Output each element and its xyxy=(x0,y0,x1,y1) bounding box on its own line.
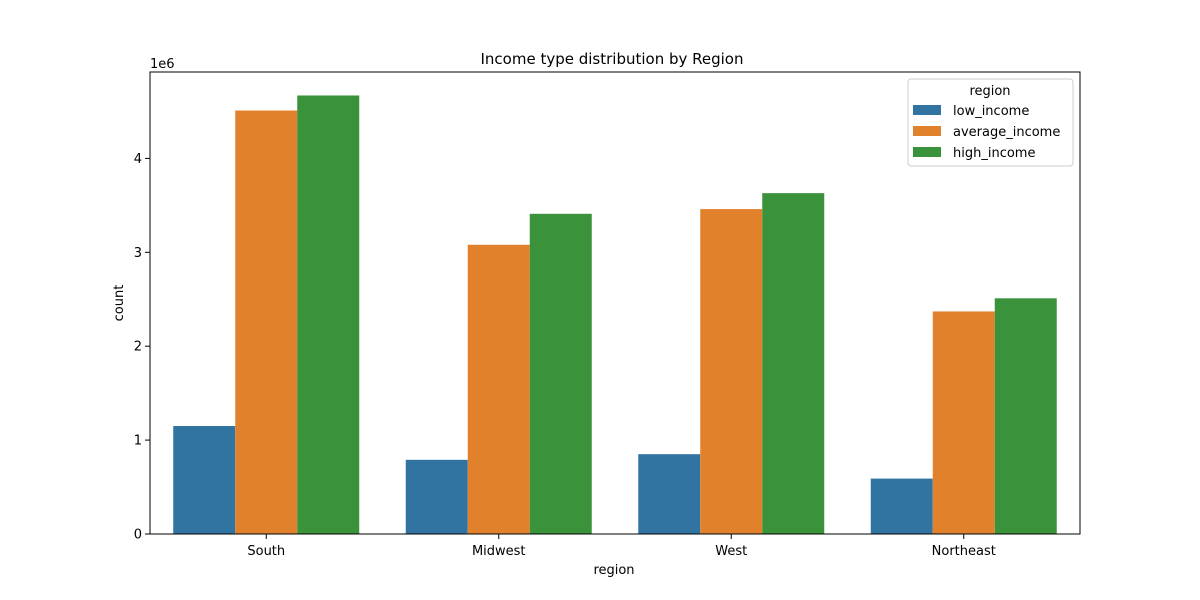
bar-average_income-south xyxy=(235,110,298,534)
bar-low_income-northeast xyxy=(870,478,933,534)
legend-swatch-average_income xyxy=(913,126,941,136)
x-axis-ticks: South Midwest West Northeast xyxy=(247,534,996,559)
bar-low_income-midwest xyxy=(405,459,468,534)
y-tick-label: 2 xyxy=(134,340,142,355)
y-offset-label: 1e6 xyxy=(150,57,175,72)
bar-high_income-south xyxy=(297,95,360,534)
y-tick-label: 3 xyxy=(134,246,142,261)
plot-frame xyxy=(149,71,1081,535)
y-axis-ticks: 0 1 2 3 4 xyxy=(134,152,150,543)
y-axis-label: count xyxy=(112,285,127,322)
legend-frame xyxy=(907,78,1074,167)
bar-high_income-midwest xyxy=(529,213,592,535)
x-axis-label: region xyxy=(593,563,634,578)
bar-average_income-northeast xyxy=(932,311,995,534)
y-tick-label: 1 xyxy=(134,434,142,449)
bar-low_income-south xyxy=(173,426,236,534)
x-tick-label: Midwest xyxy=(472,544,526,559)
x-tick-label: South xyxy=(247,544,285,559)
chart-title: Income type distribution by Region xyxy=(480,50,743,68)
legend: region low_income average_income high_inco… xyxy=(907,78,1074,167)
legend-title: region xyxy=(969,84,1010,99)
bar-average_income-west xyxy=(700,209,763,534)
y-tick-label: 0 xyxy=(134,528,142,543)
bar-high_income-west xyxy=(762,193,825,534)
bars-group xyxy=(173,95,1057,535)
legend-label-low_income: low_income xyxy=(953,104,1029,119)
legend-label-high_income: high_income xyxy=(953,146,1035,161)
bar-low_income-west xyxy=(638,454,701,534)
bar-high_income-northeast xyxy=(994,298,1057,534)
legend-label-average_income: average_income xyxy=(953,125,1060,140)
legend-swatch-low_income xyxy=(913,105,941,115)
legend-swatch-high_income xyxy=(913,147,941,157)
bar-average_income-midwest xyxy=(467,244,530,534)
x-tick-label: West xyxy=(715,544,747,559)
x-tick-label: Northeast xyxy=(932,544,996,559)
y-tick-label: 4 xyxy=(134,152,142,167)
